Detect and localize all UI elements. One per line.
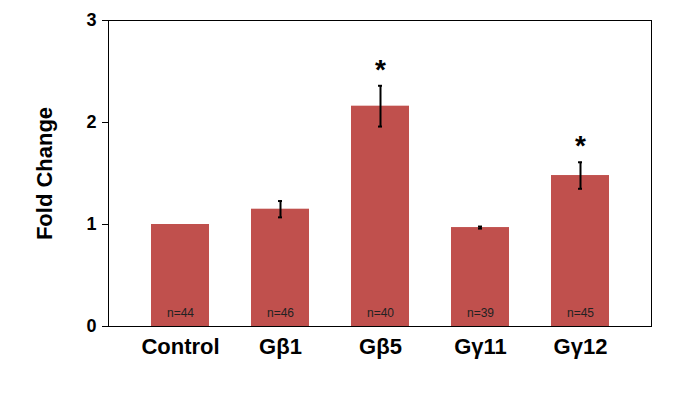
svg-text:Gγ12: Gγ12 [554,334,608,359]
svg-text:n=40: n=40 [367,306,394,320]
svg-text:n=46: n=46 [267,306,294,320]
svg-text:2: 2 [86,112,96,132]
svg-text:n=45: n=45 [567,306,594,320]
svg-text:Fold Change: Fold Change [32,107,57,240]
svg-text:0: 0 [86,316,96,336]
svg-text:n=39: n=39 [467,306,494,320]
svg-text:*: * [575,130,586,161]
svg-text:*: * [375,54,386,85]
svg-text:3: 3 [86,10,96,30]
svg-text:Control: Control [141,334,219,359]
svg-text:n=44: n=44 [167,306,194,320]
svg-text:Gβ5: Gβ5 [359,334,402,359]
svg-text:Gβ1: Gβ1 [259,334,302,359]
svg-text:Gγ11: Gγ11 [454,334,507,359]
svg-text:1: 1 [86,214,96,234]
